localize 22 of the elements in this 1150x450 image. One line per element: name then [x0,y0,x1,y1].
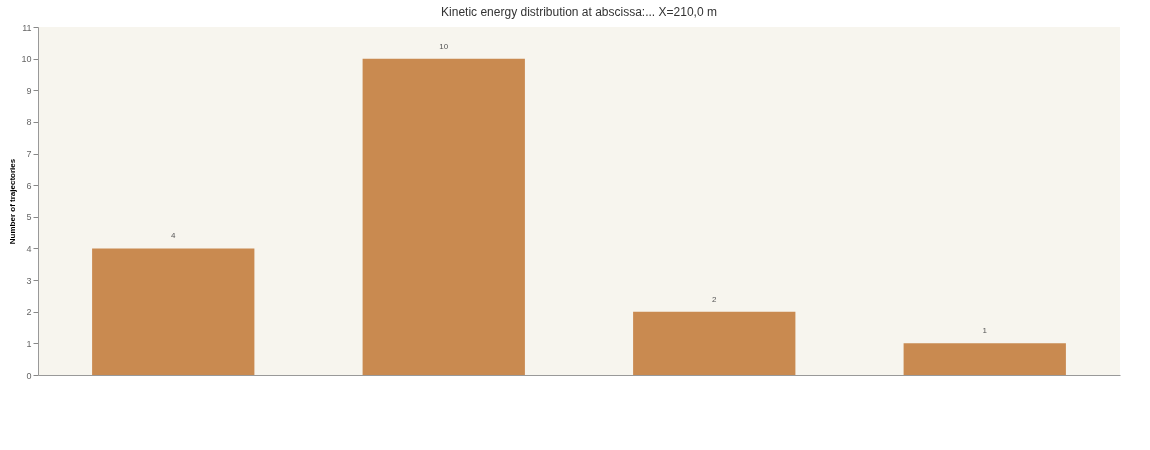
data-label: 10 [439,41,449,51]
y-tick-label: 0 [26,370,32,381]
y-tick-label: 5 [26,212,32,223]
chart-title: Kinetic energy distribution at abscissa:... X=210,0 m [441,5,717,19]
data-label: 4 [171,231,177,241]
y-axis-title: Number of trajectories [8,158,18,245]
bar [633,311,796,375]
data-label: 2 [712,294,718,304]
bar [362,58,525,375]
bar [92,248,255,375]
y-tick-label: 7 [26,149,32,160]
y-tick-label: 9 [26,85,32,96]
y-tick-label: 8 [26,117,32,128]
y-tick-label: 3 [26,275,32,286]
y-tick-label: 10 [21,54,32,65]
y-tick-label: 4 [26,243,32,254]
data-label: 1 [982,326,988,336]
y-tick-label: 6 [26,180,32,191]
y-tick-label: 1 [26,338,32,349]
bar [903,343,1066,375]
y-tick-label: 11 [22,22,32,33]
y-tick-label: 2 [26,307,32,318]
